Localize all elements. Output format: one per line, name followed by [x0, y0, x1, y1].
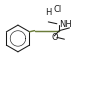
Text: Cl: Cl [54, 5, 62, 14]
Text: H: H [45, 8, 51, 17]
Text: NH: NH [59, 20, 72, 29]
Text: O: O [52, 33, 59, 42]
